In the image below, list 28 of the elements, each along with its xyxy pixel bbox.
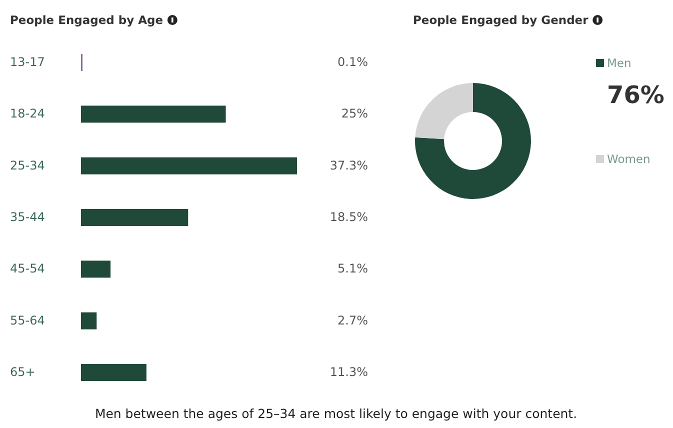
data-label: 25% — [341, 106, 368, 121]
data-label: 37.3% — [330, 158, 368, 172]
data-label: 76% — [607, 81, 664, 109]
data-label: 11.3% — [330, 365, 368, 379]
text: Men between the ages of 25–34 are most likely to engage with your content. — [94, 406, 578, 421]
data-label: 5.1% — [338, 262, 368, 276]
y-tick-label: 35-44 — [10, 210, 45, 224]
bar — [81, 260, 111, 278]
bar — [81, 364, 146, 381]
chart-title: People Engaged by Gender — [413, 13, 589, 27]
data-label: 2.7% — [338, 313, 368, 328]
y-tick-label: 65+ — [10, 365, 36, 379]
donut-slice — [415, 83, 531, 199]
donut-slice — [415, 83, 473, 140]
y-tick-label: 25-34 — [10, 158, 45, 172]
y-tick-label: 13-17 — [10, 55, 45, 69]
bar — [81, 312, 97, 330]
data-label: 0.1% — [338, 55, 368, 69]
y-tick-label: 45-54 — [10, 262, 45, 276]
y-tick-label: 18-24 — [10, 106, 45, 121]
y-tick-label: 55-64 — [10, 313, 45, 328]
data-label: 18.5% — [330, 210, 368, 224]
bar — [81, 106, 226, 123]
chart-title: People Engaged by Age — [10, 13, 164, 27]
legend-label: Women — [607, 152, 650, 166]
bar — [81, 157, 297, 174]
bar — [81, 209, 188, 226]
legend-label: Men — [607, 56, 632, 70]
